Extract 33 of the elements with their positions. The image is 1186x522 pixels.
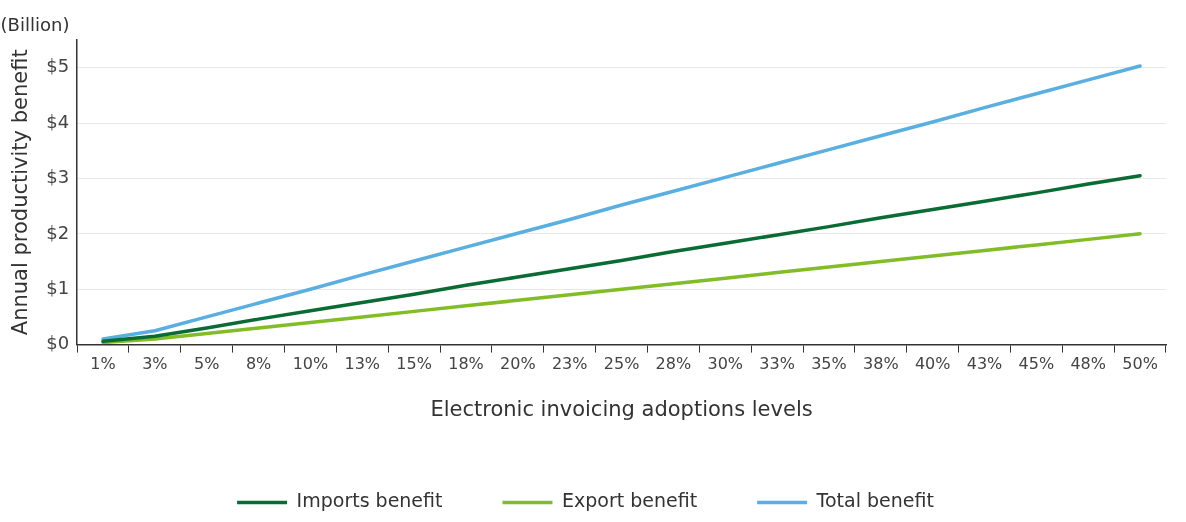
x-tick-label: 35% (811, 354, 847, 374)
text: (Billion) (0, 13, 70, 35)
y-axis-title: Annual productivity benefit (8, 49, 33, 336)
y-tick-label: $0 (46, 332, 70, 354)
x-tick-label: 18% (448, 354, 484, 374)
x-tick-label: 10% (292, 354, 329, 374)
x-tick-label: 15% (396, 354, 432, 374)
x-tick-label: 23% (551, 354, 588, 374)
x-tick-label: 33% (759, 354, 795, 374)
y-tick-label: $2 (46, 221, 70, 243)
legend-label: Export benefit (561, 489, 698, 512)
x-tick-label: 8% (245, 354, 272, 374)
x-tick-label: 5% (194, 354, 220, 374)
x-tick-label: 1% (90, 354, 116, 374)
x-tick-label: 50% (1122, 354, 1158, 374)
x-tick-label: 25% (603, 354, 640, 374)
y-tick-label: $5 (46, 55, 70, 77)
legend-label: Total benefit (815, 489, 934, 512)
y-tick-label: $1 (46, 276, 70, 298)
x-tick-label: 13% (344, 354, 381, 374)
x-tick-label: 43% (966, 354, 1003, 374)
x-tick-label: 20% (500, 354, 536, 374)
y-tick-label: $4 (46, 110, 70, 132)
x-tick-label: 45% (1018, 354, 1055, 374)
x-axis-title: Electronic invoicing adoptions levels (430, 396, 813, 421)
x-tick-label: 30% (707, 354, 744, 374)
y-tick-label: $3 (46, 166, 70, 188)
x-tick-label: 3% (142, 354, 168, 374)
x-tick-label: 38% (863, 354, 899, 374)
x-tick-label: 40% (914, 354, 951, 374)
x-tick-label: 28% (655, 354, 692, 374)
legend-label: Imports benefit (296, 489, 443, 512)
x-tick-label: 48% (1070, 354, 1106, 374)
